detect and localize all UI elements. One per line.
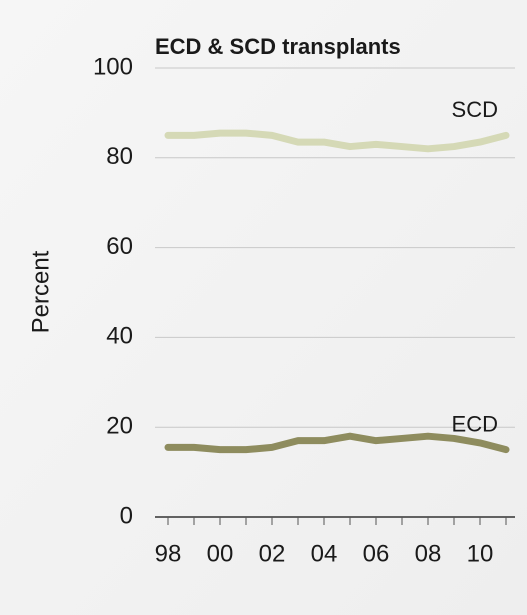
x-tick-label: 10 [467, 540, 494, 567]
x-tick-label: 06 [363, 540, 390, 567]
y-tick-label: 20 [106, 413, 133, 440]
y-axis-label: Percent [27, 250, 54, 333]
y-tick-label: 40 [106, 323, 133, 350]
x-tick-label: 08 [415, 540, 442, 567]
series-line [164, 129, 510, 153]
x-tick-label: 04 [311, 540, 338, 567]
x-tick-label: 98 [155, 540, 182, 567]
y-tick-label: 100 [93, 53, 133, 80]
y-tick-label: 60 [106, 233, 133, 260]
x-tick-label: 02 [259, 540, 286, 567]
x-tick-label: 00 [207, 540, 234, 567]
series-label: ECD [452, 411, 498, 436]
series-line [164, 432, 510, 454]
series-label: SCD [452, 97, 498, 122]
y-tick-label: 0 [120, 502, 133, 529]
chart-title: ECD & SCD transplants [155, 34, 401, 59]
y-tick-label: 80 [106, 143, 133, 170]
